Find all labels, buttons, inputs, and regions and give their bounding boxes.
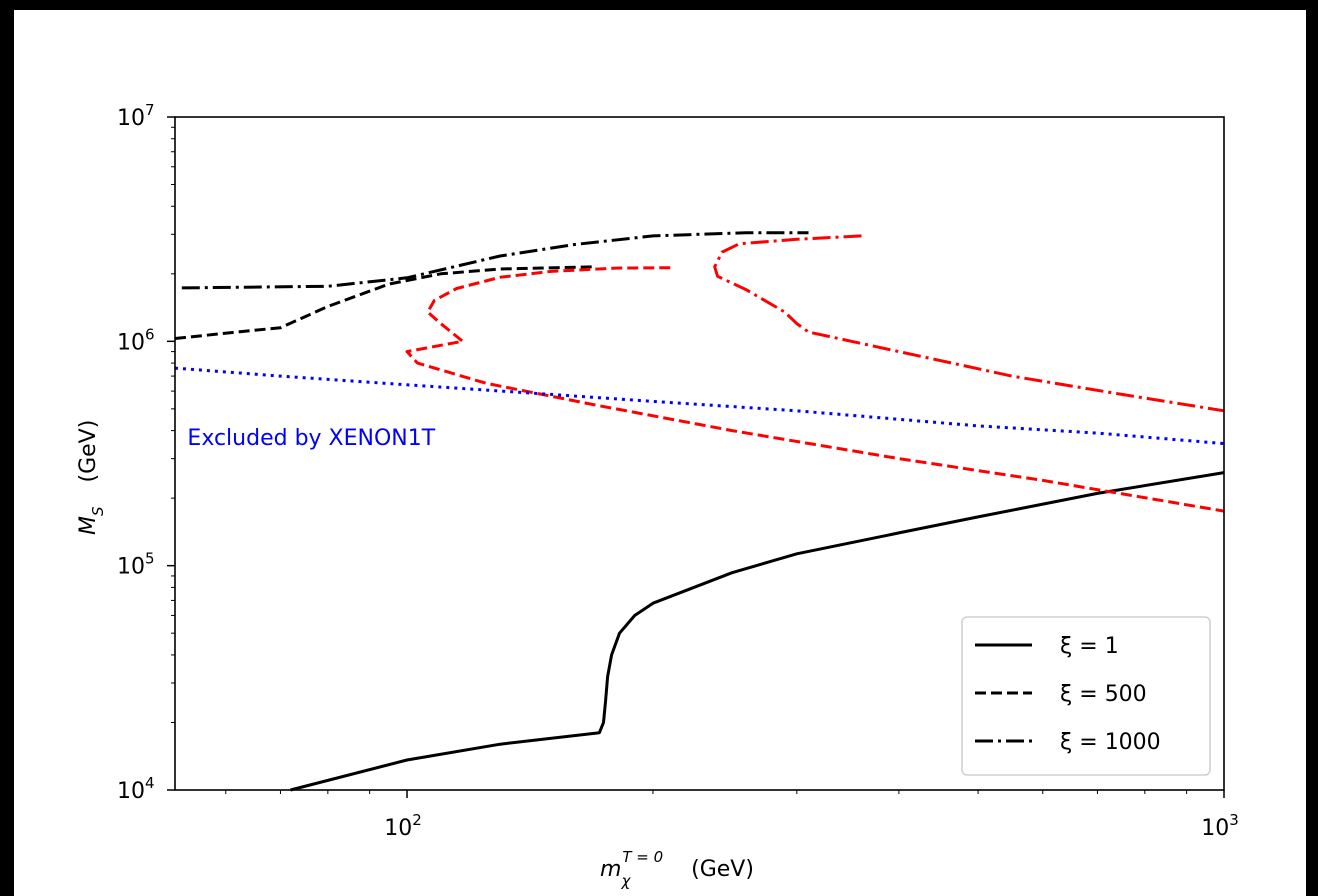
y-tick-label-exp: 7 xyxy=(145,101,155,119)
right-frame-border xyxy=(1306,0,1318,896)
x-tick-label: 102 xyxy=(384,811,422,841)
y-tick-label: 105 xyxy=(117,550,155,580)
series-line-dashed-black xyxy=(174,265,596,340)
y-axis-label-unit: (GeV) xyxy=(76,420,101,483)
legend-label-xi-500: ξ = 500 xyxy=(1060,682,1147,707)
x-axis-label-unit: (GeV) xyxy=(691,857,754,882)
plot-frame xyxy=(174,116,1225,791)
annotation-text: Excluded by XENON1T xyxy=(187,426,435,451)
y-tick-label-base: 10 xyxy=(117,106,145,131)
legend-label-xi-1: ξ = 1 xyxy=(1060,634,1119,659)
y-axis-label: MS (GeV) xyxy=(76,420,107,535)
y-axis-label-sub: S xyxy=(89,506,107,516)
y-tick-label-base: 10 xyxy=(117,555,145,580)
series-line-dashdot-red xyxy=(713,234,1225,413)
y-tick-label-exp: 6 xyxy=(145,325,155,343)
x-axis-label-sup: T = 0 xyxy=(622,848,663,866)
x-tick-label-exp: 2 xyxy=(412,811,422,829)
series-line-dashdot-black xyxy=(181,231,809,290)
y-axis-label-main: M xyxy=(76,516,101,535)
left-frame-border xyxy=(0,0,14,896)
y-tick-label-base: 10 xyxy=(117,779,145,804)
series-line-solid-black xyxy=(290,471,1225,792)
top-frame-border xyxy=(0,0,1318,10)
legend: ξ = 1 ξ = 500 ξ = 1000 xyxy=(961,616,1211,776)
x-axis-label-sub: χ xyxy=(620,872,631,890)
legend-label-xi-1000: ξ = 1000 xyxy=(1060,730,1161,755)
x-tick-label: 103 xyxy=(1201,811,1239,841)
x-tick-label-base: 10 xyxy=(384,816,412,841)
y-tick-label: 104 xyxy=(117,774,155,804)
x-tick-label-base: 10 xyxy=(1201,816,1229,841)
y-tick-label: 106 xyxy=(117,325,155,355)
x-tick-label-exp: 3 xyxy=(1229,811,1239,829)
y-tick-label-exp: 5 xyxy=(145,550,155,568)
series-layer xyxy=(174,231,1225,792)
y-tick-label: 107 xyxy=(117,101,155,131)
x-axis-label: mχ T = 0 (GeV) xyxy=(600,848,754,890)
legend-box xyxy=(961,616,1211,776)
x-axis-label-main: m xyxy=(600,857,621,882)
series-line-dashed-red xyxy=(405,266,1225,513)
y-tick-label-exp: 4 xyxy=(145,774,155,792)
y-tick-label-base: 10 xyxy=(117,330,145,355)
